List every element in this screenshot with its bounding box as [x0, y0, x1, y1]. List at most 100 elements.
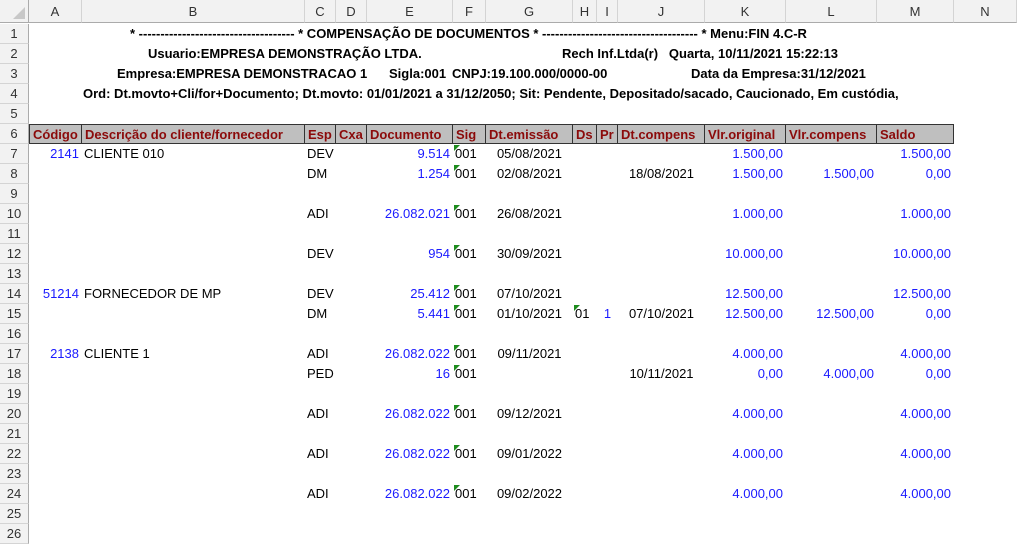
cell-esp[interactable]: ADI: [307, 346, 329, 361]
row-header-25[interactable]: 25: [0, 504, 29, 524]
cell-documento[interactable]: 26.082.022: [384, 446, 450, 461]
column-header-c[interactable]: C: [305, 0, 336, 23]
column-header-i[interactable]: I: [597, 0, 618, 23]
number-as-text-warning-icon[interactable]: [454, 245, 460, 251]
row-header-7[interactable]: 7: [0, 144, 29, 164]
column-header-h[interactable]: H: [573, 0, 597, 23]
number-as-text-warning-icon[interactable]: [454, 485, 460, 491]
cell-dt-compens[interactable]: 07/10/2021: [628, 306, 695, 321]
cell-dt-compens[interactable]: 10/11/2021: [629, 366, 694, 381]
cell-documento[interactable]: 1.254: [417, 166, 450, 181]
cell-documento[interactable]: 26.082.022: [384, 406, 450, 421]
cell-esp[interactable]: DEV: [307, 286, 334, 301]
cell-sig[interactable]: 001: [455, 406, 477, 421]
cell-pr[interactable]: 1: [603, 306, 612, 321]
cell-vlr-original[interactable]: 1.500,00: [732, 166, 783, 181]
number-as-text-warning-icon[interactable]: [454, 285, 460, 291]
cell-esp[interactable]: ADI: [307, 206, 329, 221]
table-header-cell[interactable]: Pr: [597, 124, 618, 144]
table-header-cell[interactable]: Dt.emissão: [486, 124, 573, 144]
cell-dt-emissao[interactable]: 07/10/2021: [496, 286, 563, 301]
cell-sig[interactable]: 001: [455, 146, 477, 161]
number-as-text-warning-icon[interactable]: [454, 345, 460, 351]
cell-saldo[interactable]: 4.000,00: [900, 446, 951, 461]
cell-saldo[interactable]: 4.000,00: [900, 486, 951, 501]
row-header-6[interactable]: 6: [0, 124, 29, 144]
number-as-text-warning-icon[interactable]: [574, 305, 580, 311]
row-header-4[interactable]: 4: [0, 84, 29, 104]
cell-documento[interactable]: 16: [435, 366, 450, 381]
column-header-m[interactable]: M: [877, 0, 954, 23]
table-header-cell[interactable]: Documento: [367, 124, 453, 144]
cell-saldo[interactable]: 12.500,00: [893, 286, 951, 301]
table-header-cell[interactable]: Cxa: [336, 124, 367, 144]
cell-sig[interactable]: 001: [455, 306, 477, 321]
cell-dt-emissao[interactable]: 30/09/2021: [496, 246, 563, 261]
column-header-j[interactable]: J: [618, 0, 705, 23]
cell-codigo[interactable]: 2138: [50, 346, 79, 361]
cell-vlr-compens[interactable]: 12.500,00: [816, 306, 874, 321]
number-as-text-warning-icon[interactable]: [454, 405, 460, 411]
cell-dt-emissao[interactable]: 02/08/2021: [496, 166, 563, 181]
table-header-cell[interactable]: Esp: [305, 124, 336, 144]
cell-dt-emissao[interactable]: 26/08/2021: [496, 206, 563, 221]
cell-saldo[interactable]: 0,00: [925, 166, 951, 181]
cell-dt-emissao[interactable]: 09/11/2021: [497, 346, 562, 361]
cell-vlr-original[interactable]: 10.000,00: [725, 246, 783, 261]
column-header-f[interactable]: F: [453, 0, 486, 23]
row-header-2[interactable]: 2: [0, 44, 29, 64]
number-as-text-warning-icon[interactable]: [454, 145, 460, 151]
cell-vlr-compens[interactable]: 4.000,00: [823, 366, 874, 381]
cell-vlr-original[interactable]: 12.500,00: [725, 286, 783, 301]
cell-dt-compens[interactable]: 18/08/2021: [628, 166, 695, 181]
table-header-cell[interactable]: Descrição do cliente/fornecedor: [82, 124, 305, 144]
cell-dt-emissao[interactable]: 09/01/2022: [496, 446, 563, 461]
cell-documento[interactable]: 26.082.021: [384, 206, 450, 221]
table-header-cell[interactable]: Vlr.compens: [786, 124, 877, 144]
row-header-24[interactable]: 24: [0, 484, 29, 504]
cell-vlr-original[interactable]: 1.500,00: [732, 146, 783, 161]
table-header-cell[interactable]: Saldo: [877, 124, 954, 144]
cell-descricao[interactable]: CLIENTE 1: [84, 346, 150, 361]
cell-sig[interactable]: 001: [455, 446, 477, 461]
row-header-19[interactable]: 19: [0, 384, 29, 404]
cell-vlr-compens[interactable]: 1.500,00: [823, 166, 874, 181]
number-as-text-warning-icon[interactable]: [454, 305, 460, 311]
cell-dt-emissao[interactable]: 05/08/2021: [496, 146, 563, 161]
cell-esp[interactable]: PED: [307, 366, 334, 381]
cell-documento[interactable]: 26.082.022: [384, 346, 450, 361]
cell-saldo[interactable]: 4.000,00: [900, 406, 951, 421]
cell-documento[interactable]: 9.514: [417, 146, 450, 161]
cell-dt-emissao[interactable]: 01/10/2021: [496, 306, 563, 321]
cell-sig[interactable]: 001: [455, 206, 477, 221]
number-as-text-warning-icon[interactable]: [454, 445, 460, 451]
row-header-12[interactable]: 12: [0, 244, 29, 264]
number-as-text-warning-icon[interactable]: [454, 165, 460, 171]
column-header-k[interactable]: K: [705, 0, 786, 23]
cell-dt-emissao[interactable]: 09/02/2022: [496, 486, 563, 501]
cell-documento[interactable]: 26.082.022: [384, 486, 450, 501]
table-header-cell[interactable]: Dt.compens: [618, 124, 705, 144]
row-header-20[interactable]: 20: [0, 404, 29, 424]
cell-esp[interactable]: ADI: [307, 486, 329, 501]
cell-saldo[interactable]: 0,00: [925, 366, 951, 381]
column-header-a[interactable]: A: [29, 0, 82, 23]
row-header-9[interactable]: 9: [0, 184, 29, 204]
cell-codigo[interactable]: 2141: [50, 146, 79, 161]
cell-sig[interactable]: 001: [455, 486, 477, 501]
column-header-g[interactable]: G: [486, 0, 573, 23]
column-header-l[interactable]: L: [786, 0, 877, 23]
cell-saldo[interactable]: 10.000,00: [893, 246, 951, 261]
table-header-cell[interactable]: Sig: [453, 124, 486, 144]
row-header-11[interactable]: 11: [0, 224, 29, 244]
row-header-10[interactable]: 10: [0, 204, 29, 224]
cell-documento[interactable]: 954: [428, 246, 450, 261]
cell-esp[interactable]: DM: [307, 166, 328, 181]
row-header-23[interactable]: 23: [0, 464, 29, 484]
cell-sig[interactable]: 001: [455, 286, 477, 301]
row-header-22[interactable]: 22: [0, 444, 29, 464]
column-header-b[interactable]: B: [82, 0, 305, 23]
cell-sig[interactable]: 001: [455, 166, 477, 181]
cell-esp[interactable]: DEV: [307, 146, 334, 161]
row-header-1[interactable]: 1: [0, 24, 29, 44]
